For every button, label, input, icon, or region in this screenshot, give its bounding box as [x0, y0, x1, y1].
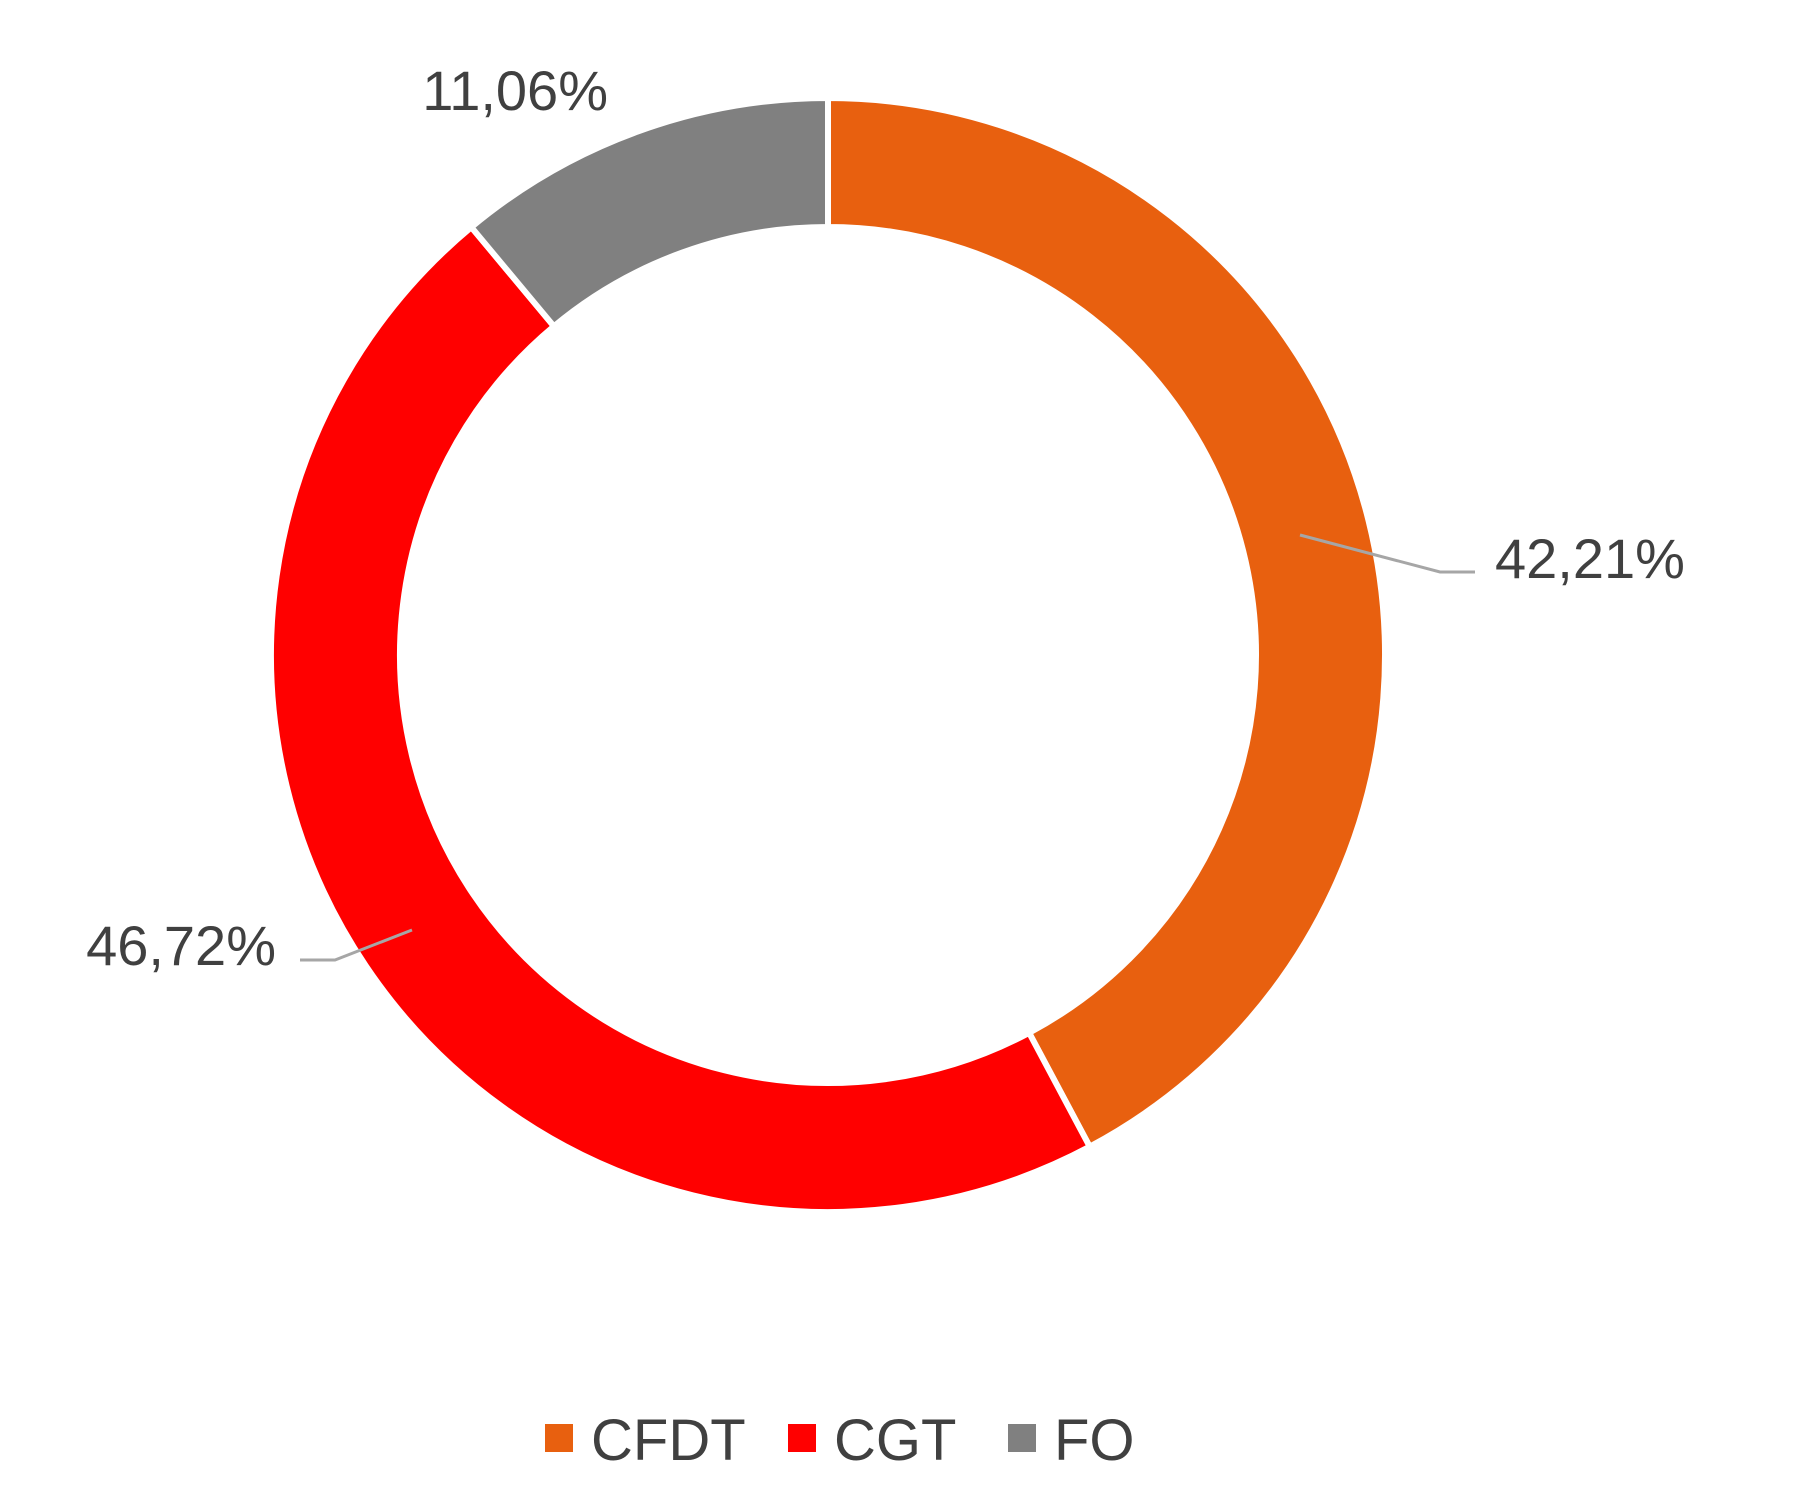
- donut-slice-cgt: [268, 222, 1094, 1215]
- legend: CFDT CGT FO: [545, 1408, 1135, 1473]
- data-label-cgt: 46,72%: [86, 914, 276, 977]
- legend-swatch-cgt: [788, 1424, 816, 1452]
- leader-lines-layer: [300, 533, 1475, 962]
- data-labels-layer: 42,21% 46,72% 11,06%: [86, 59, 1685, 977]
- legend-swatch-cfdt: [545, 1424, 573, 1452]
- legend-label-cgt: CGT: [834, 1408, 956, 1473]
- data-label-fo: 11,06%: [422, 59, 608, 122]
- legend-swatch-fo: [1008, 1424, 1036, 1452]
- donut-slice-cfdt: [825, 94, 1388, 1151]
- data-label-cfdt: 42,21%: [1495, 527, 1685, 590]
- donut-slice-fo: [467, 94, 831, 331]
- leader-line-cgt: [300, 928, 413, 962]
- leader-line-cfdt: [1299, 533, 1475, 574]
- legend-label-fo: FO: [1054, 1408, 1135, 1473]
- legend-label-cfdt: CFDT: [591, 1408, 746, 1473]
- slices-layer: [268, 94, 1388, 1215]
